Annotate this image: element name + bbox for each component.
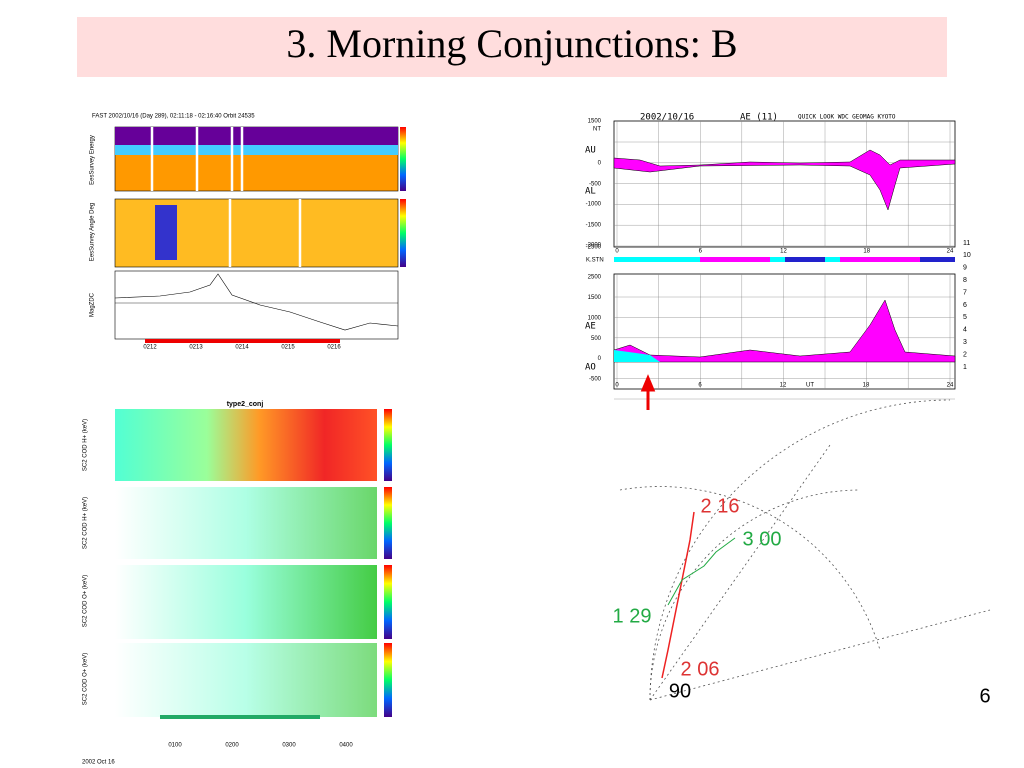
ae-index: AE (11) — [740, 113, 778, 123]
station: 7 — [963, 289, 967, 296]
station: 1 — [963, 364, 967, 371]
polar-label: 3 00 — [743, 528, 782, 550]
spec-footer: 2002 Oct 16 — [82, 760, 115, 766]
ae-y-tick: -1000 — [586, 202, 602, 208]
station-label: K.STN — [586, 258, 604, 264]
station: 4 — [963, 327, 967, 334]
ae-y-tick: 2500 — [588, 275, 602, 281]
ae-x-tick: 18 — [863, 383, 870, 389]
polar-label: 1 29 — [613, 605, 652, 627]
spec-ylabel: SC2 COD O+ (keV) — [83, 653, 89, 706]
polar-label: 2 16 — [701, 495, 740, 517]
ae-x-tick: 24 — [947, 383, 954, 389]
ae-y-tick: -500 — [589, 182, 602, 188]
fast-x-tick: 0214 — [235, 345, 249, 351]
page-number: 6 — [979, 685, 990, 707]
ae-source: QUICK LOOK WDC GEOMAG KYOTO — [798, 114, 896, 121]
spec-title: type2_conj — [227, 401, 264, 408]
polar-label: 90 — [669, 680, 691, 702]
ae-y-tick: 1000 — [588, 315, 602, 321]
spec-footer: 0300 — [282, 743, 296, 749]
fast-x-tick: 0216 — [327, 345, 341, 351]
fast-ylabel: EesSurvey Angle Deg — [90, 203, 96, 261]
ae-y-tick: -2000 — [586, 243, 602, 249]
spec-ylabel: SC2 COD O+ (keV) — [83, 575, 89, 628]
station: 8 — [963, 277, 967, 284]
ae-x-tick: 6 — [698, 383, 702, 389]
spec-ylabel: SC2 COD H+ (keV) — [83, 497, 89, 549]
fast-x-tick: 0213 — [189, 345, 203, 351]
green-track — [667, 537, 736, 606]
ae-y-tick: 1500 — [588, 295, 602, 301]
ae-y-tick: -2500 — [586, 245, 602, 251]
station: 5 — [963, 314, 967, 321]
ae-x-tick: 12 — [780, 383, 787, 389]
ae-x-tick: UT — [806, 383, 814, 389]
ae-x-tick: 24 — [947, 249, 954, 255]
ae-y-tick: 0 — [598, 356, 602, 362]
station: 11 — [963, 240, 970, 247]
ae-x-tick: 0 — [615, 249, 619, 255]
ae-curve-label: AO — [585, 363, 596, 373]
ae-curve-label: AL — [585, 187, 596, 197]
ae-x-tick: 12 — [780, 249, 787, 255]
fast-x-tick: 0215 — [281, 345, 295, 351]
fast-x-tick: 0212 — [143, 345, 157, 351]
fast-panel: FAST 2002/10/16 (Day 289), 02:11:18 - 02… — [90, 114, 406, 351]
ae-curve-label: AU — [585, 146, 596, 156]
spectrogram: type2_conj SC2 COD H+ (keV) SC2 COD H+ (k… — [82, 401, 392, 766]
ae-y-tick: -1500 — [586, 223, 602, 229]
ae-y-tick: 1500 — [588, 119, 602, 125]
fast-ylabel: EesSurvey Energy — [90, 135, 96, 185]
ae-y-tick: 500 — [591, 336, 602, 342]
spec-footer: 0200 — [225, 743, 239, 749]
station: 6 — [963, 302, 967, 309]
station: 2 — [963, 351, 967, 358]
spec-footer: 0100 — [168, 743, 182, 749]
polar-label: 2 06 — [681, 658, 720, 680]
ae-x-tick: 18 — [863, 249, 870, 255]
fast-header: FAST 2002/10/16 (Day 289), 02:11:18 - 02… — [92, 114, 255, 120]
ae-y-tick: NT — [593, 127, 601, 133]
spec-ylabel: SC2 COD H+ (keV) — [83, 419, 89, 471]
station: 3 — [963, 339, 967, 346]
spec-footer: 0400 — [339, 743, 353, 749]
red-track — [661, 511, 695, 679]
title-box — [77, 17, 947, 77]
polar-plot — [619, 399, 991, 701]
slide-title: 3. Morning Conjunctions: B — [286, 21, 737, 66]
station: 9 — [963, 265, 967, 272]
ae-date: 2002/10/16 — [640, 113, 694, 123]
ae-curve-label: AE — [585, 322, 596, 332]
arrow — [640, 374, 656, 410]
ae-x-tick: 0 — [615, 383, 619, 389]
ae-x-tick: 6 — [699, 249, 703, 255]
station: 10 — [963, 252, 971, 259]
ae-panel: 2002/10/16 AE (11) QUICK LOOK WDC GEOMAG… — [585, 113, 971, 400]
fast-ylabel: MagZDC — [90, 292, 96, 317]
ae-y-tick: -500 — [589, 377, 602, 383]
ae-y-tick: 0 — [598, 161, 602, 167]
